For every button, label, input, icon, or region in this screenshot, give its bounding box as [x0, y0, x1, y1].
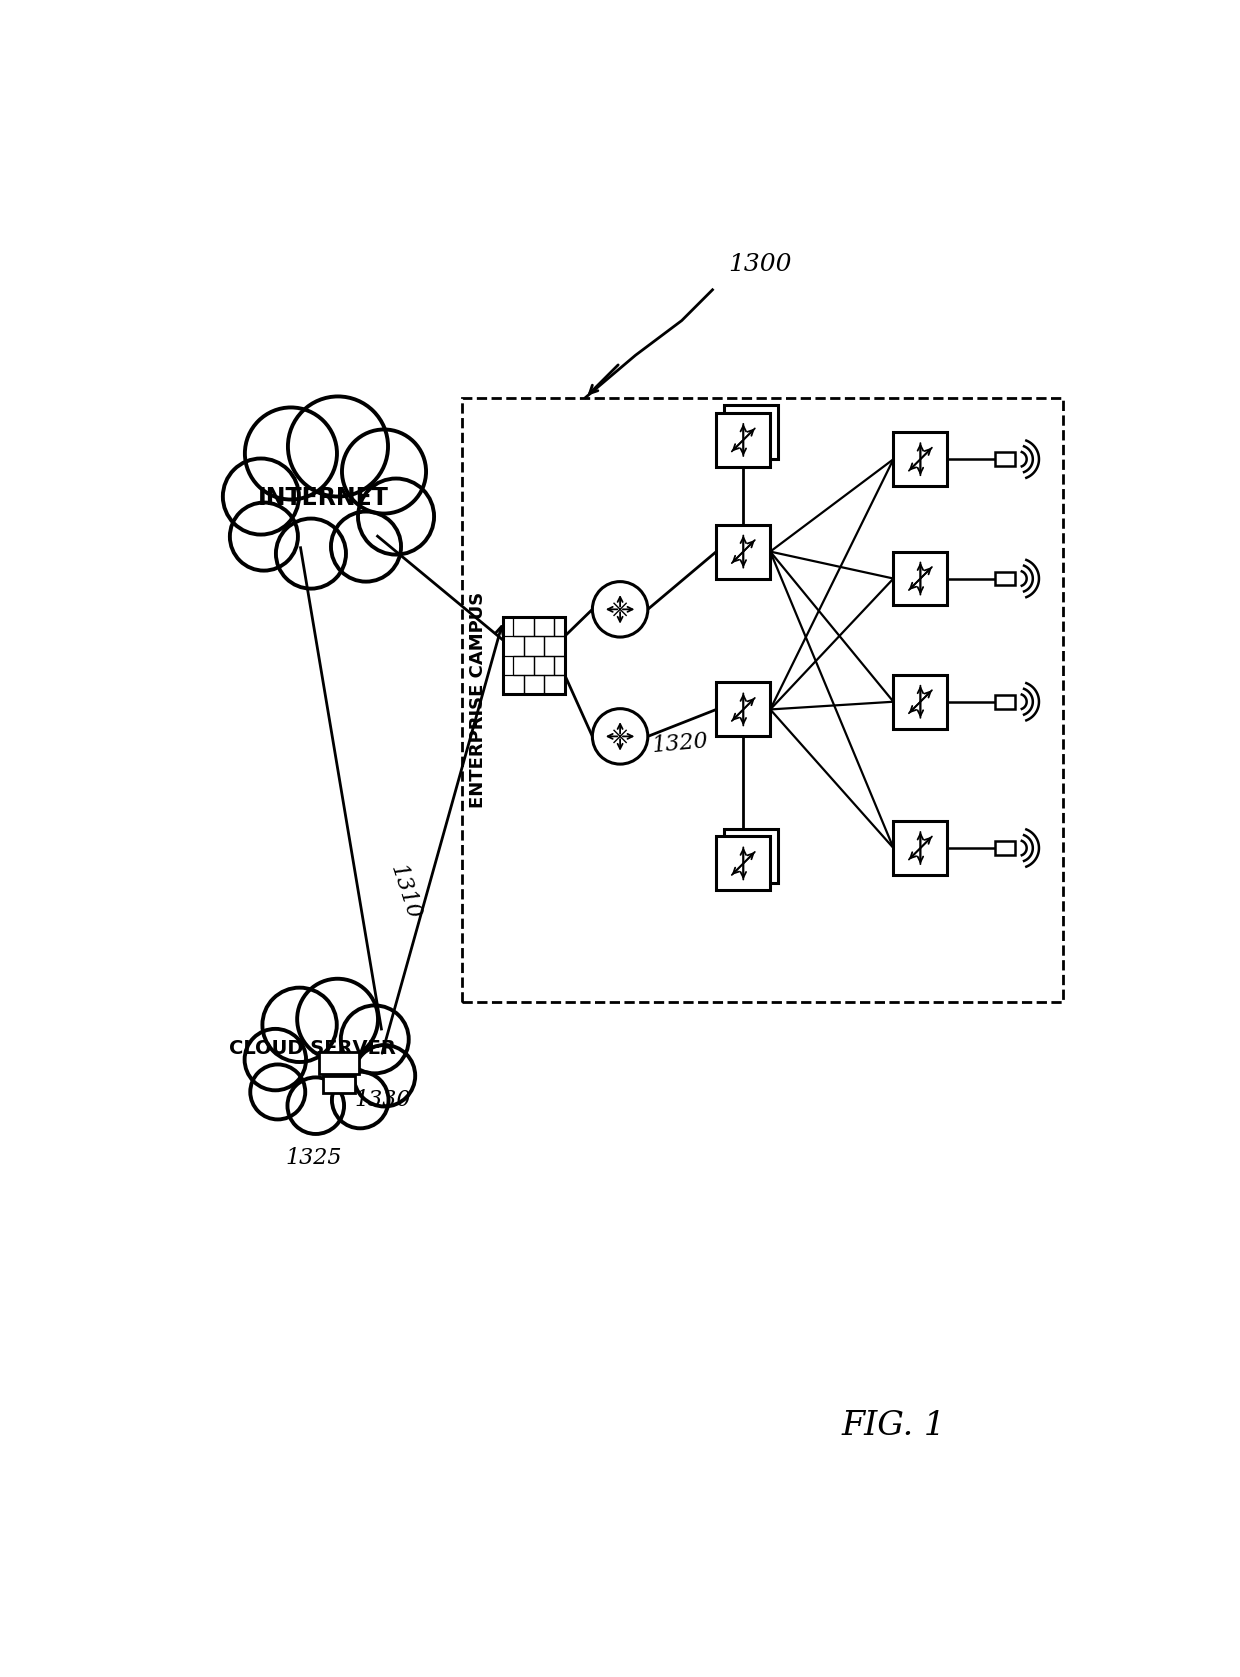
Bar — [513, 656, 534, 674]
Bar — [894, 674, 947, 729]
Bar — [717, 683, 770, 736]
Bar — [717, 837, 770, 890]
Bar — [994, 694, 1016, 709]
Bar — [503, 617, 564, 694]
Circle shape — [263, 988, 337, 1062]
Bar — [894, 552, 947, 605]
Bar — [554, 656, 564, 674]
Bar — [894, 433, 947, 486]
Bar — [523, 674, 544, 694]
Text: INTERNET: INTERNET — [258, 486, 389, 510]
Bar — [319, 1053, 360, 1073]
Circle shape — [353, 1045, 415, 1107]
Circle shape — [288, 396, 388, 496]
Circle shape — [277, 518, 346, 589]
Bar — [534, 656, 554, 674]
Circle shape — [342, 429, 427, 513]
Circle shape — [288, 1077, 343, 1134]
Circle shape — [298, 979, 378, 1060]
Circle shape — [358, 478, 434, 555]
Text: 1300: 1300 — [728, 253, 791, 275]
Circle shape — [223, 458, 299, 535]
Text: 1310: 1310 — [386, 862, 424, 922]
Circle shape — [593, 709, 647, 765]
Bar — [503, 674, 523, 694]
Circle shape — [250, 1065, 305, 1120]
Bar — [534, 617, 554, 636]
Circle shape — [244, 1030, 306, 1090]
Bar — [544, 636, 564, 656]
Text: 1325: 1325 — [285, 1147, 342, 1169]
Text: FIG. 1: FIG. 1 — [842, 1410, 946, 1442]
Bar — [894, 822, 947, 875]
Bar — [503, 636, 523, 656]
Bar — [513, 617, 534, 636]
Circle shape — [331, 511, 401, 582]
Bar — [724, 406, 777, 459]
Text: 1320: 1320 — [651, 729, 709, 756]
Bar — [994, 453, 1016, 466]
Text: CLOUD SERVER: CLOUD SERVER — [228, 1038, 396, 1058]
Bar — [322, 1077, 355, 1093]
Bar — [463, 397, 1063, 1003]
Bar — [994, 572, 1016, 585]
Circle shape — [332, 1072, 388, 1129]
Circle shape — [593, 582, 647, 637]
Bar — [523, 636, 544, 656]
Bar — [724, 828, 777, 882]
Circle shape — [244, 408, 337, 500]
Bar — [544, 674, 564, 694]
Circle shape — [341, 1006, 409, 1073]
Bar — [717, 525, 770, 579]
Bar — [554, 617, 564, 636]
Text: ENTERPRISE CAMPUS: ENTERPRISE CAMPUS — [469, 592, 486, 808]
Text: 1330: 1330 — [355, 1088, 410, 1110]
Bar — [717, 413, 770, 466]
Circle shape — [229, 503, 298, 570]
Bar — [994, 842, 1016, 855]
